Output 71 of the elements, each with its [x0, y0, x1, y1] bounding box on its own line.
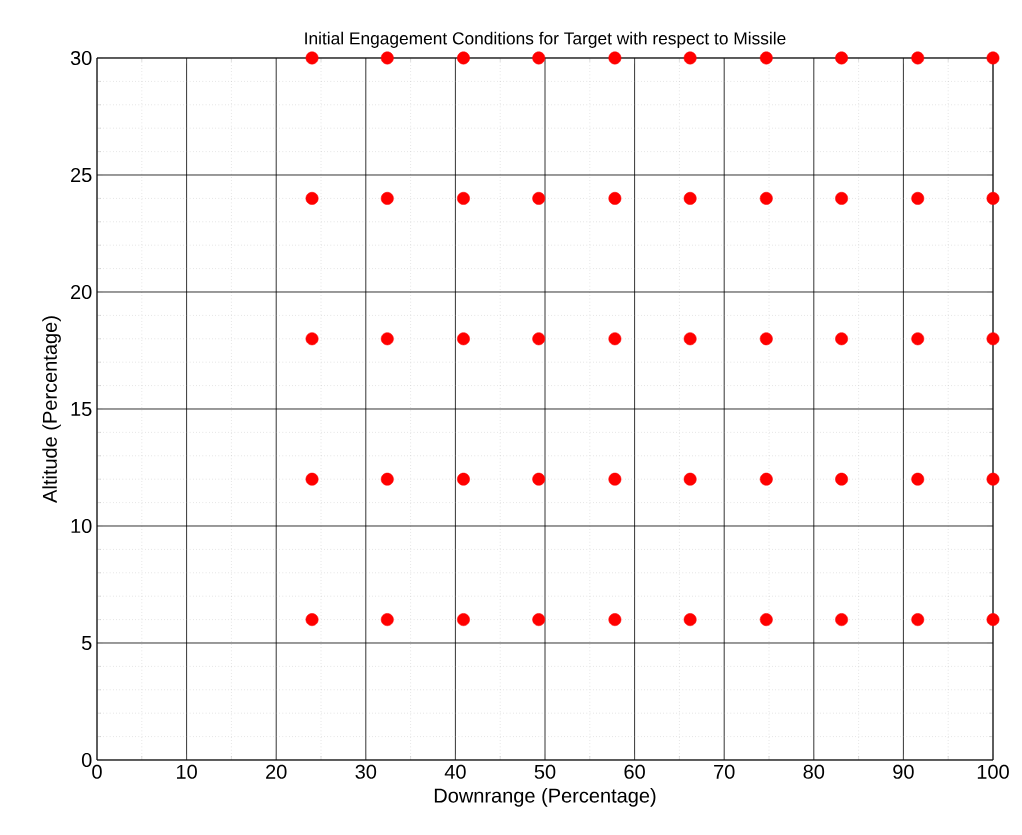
- point: [380, 51, 394, 65]
- x-tick-label: 80: [803, 764, 825, 779]
- point: [911, 51, 925, 65]
- point: [986, 472, 1000, 486]
- point: [759, 332, 773, 346]
- point: [457, 51, 470, 65]
- x-tick-label: 50: [534, 764, 556, 779]
- y-tick-label: 0: [81, 752, 92, 768]
- x-tick-label: 60: [624, 764, 645, 779]
- point: [683, 191, 697, 205]
- point: [986, 51, 1000, 65]
- point: [457, 472, 470, 486]
- point: [759, 51, 773, 65]
- x-tick-label: 10: [177, 764, 197, 779]
- point: [911, 472, 925, 486]
- point: [835, 51, 848, 65]
- point: [380, 191, 394, 205]
- point: [532, 472, 546, 486]
- point: [683, 332, 697, 346]
- point: [532, 51, 546, 65]
- point: [608, 51, 622, 65]
- point: [759, 613, 773, 626]
- point: [986, 613, 1000, 626]
- point: [457, 191, 470, 205]
- point: [835, 613, 848, 626]
- point: [532, 613, 546, 626]
- x-tick-label: 40: [444, 764, 466, 779]
- point: [759, 191, 773, 205]
- point: [911, 332, 925, 346]
- point: [380, 332, 394, 346]
- point: [986, 332, 1000, 346]
- point: [532, 191, 546, 205]
- x-tick-label: 90: [893, 764, 914, 779]
- point: [608, 191, 622, 205]
- x-tick-label: 30: [355, 764, 377, 779]
- chart-title: Initial Engagement Conditions for Target with respect to Missile: [305, 31, 786, 48]
- point: [305, 613, 319, 626]
- point: [305, 332, 319, 346]
- point: [683, 613, 697, 626]
- point: [608, 472, 622, 486]
- point: [986, 191, 1000, 205]
- point: [835, 191, 848, 205]
- x-tick-label: 0: [92, 764, 102, 779]
- point: [835, 472, 848, 486]
- point: [608, 613, 622, 626]
- point: [608, 332, 622, 346]
- point: [759, 472, 773, 486]
- y-tick-label: 25: [71, 167, 92, 183]
- y-tick-label: 5: [81, 636, 92, 650]
- point: [305, 191, 319, 205]
- point: [457, 613, 470, 626]
- point: [835, 332, 848, 346]
- y-axis-title: Altitude (Percentage): [42, 316, 61, 503]
- y-tick-label: 30: [70, 50, 92, 66]
- y-tick-label: 10: [71, 518, 92, 534]
- y-tick-label: 20: [71, 284, 92, 300]
- x-tick-label: 100: [977, 764, 1009, 779]
- point: [305, 51, 319, 65]
- x-tick-label: 70: [714, 764, 735, 779]
- point: [380, 613, 394, 626]
- point: [683, 472, 697, 486]
- x-axis-title: Downrange (Percentage): [434, 788, 656, 807]
- point: [457, 332, 470, 346]
- point: [683, 51, 697, 65]
- point: [532, 332, 546, 346]
- y-tick-label: 15: [71, 402, 92, 416]
- point: [911, 613, 925, 626]
- x-tick-label: 20: [266, 764, 287, 779]
- point: [305, 472, 319, 486]
- point: [911, 191, 925, 205]
- point: [380, 472, 394, 486]
